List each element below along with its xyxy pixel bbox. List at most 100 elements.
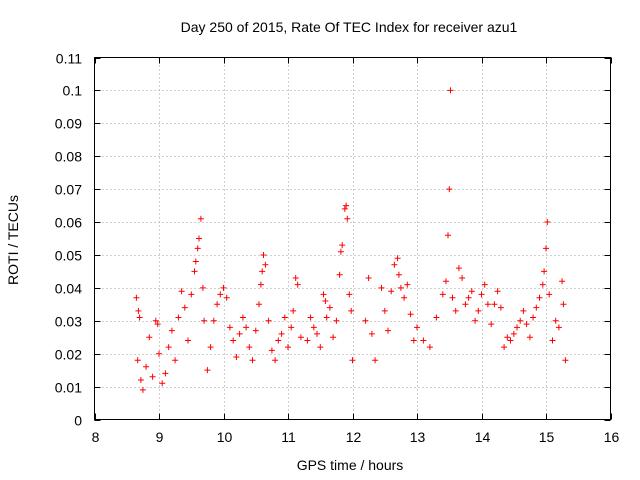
data-point xyxy=(447,87,454,94)
data-point xyxy=(288,324,295,331)
data-point xyxy=(420,337,427,344)
data-point xyxy=(397,284,404,291)
data-point xyxy=(459,275,466,281)
data-point xyxy=(445,232,451,239)
data-point xyxy=(191,268,198,275)
data-point xyxy=(365,275,372,281)
data-point xyxy=(514,324,520,331)
data-point xyxy=(475,307,482,314)
data-point xyxy=(478,291,485,298)
data-point xyxy=(337,248,344,255)
data-point xyxy=(491,301,498,308)
data-point xyxy=(539,281,546,288)
data-point xyxy=(541,268,548,275)
data-point xyxy=(285,344,291,351)
data-point xyxy=(401,294,408,301)
data-point xyxy=(395,271,402,278)
data-point xyxy=(233,354,240,360)
data-point xyxy=(210,317,217,324)
data-point xyxy=(544,219,551,225)
y-tick-label: 0.01 xyxy=(55,380,82,396)
data-point xyxy=(172,357,179,364)
chart-title: Day 250 of 2015, Rate Of TEC Index for r… xyxy=(181,19,518,35)
data-point xyxy=(530,314,537,321)
data-point xyxy=(472,317,479,324)
data-point xyxy=(197,215,204,222)
data-point xyxy=(154,321,161,328)
data-point xyxy=(159,380,166,387)
x-tick-label: 15 xyxy=(539,429,555,445)
data-point xyxy=(462,301,469,308)
data-point xyxy=(149,373,156,380)
data-point xyxy=(262,261,269,268)
data-point xyxy=(559,278,566,285)
data-point xyxy=(281,314,288,321)
data-point xyxy=(290,307,297,314)
y-tick-label: 0.06 xyxy=(55,215,82,231)
data-point xyxy=(504,334,511,341)
y-tick-label: 0.04 xyxy=(55,281,82,297)
data-point xyxy=(562,357,569,364)
data-point xyxy=(523,321,530,328)
data-point xyxy=(446,186,453,193)
data-point xyxy=(343,202,350,209)
data-point xyxy=(378,284,385,291)
data-point xyxy=(484,301,491,308)
data-point xyxy=(178,288,185,295)
y-tick-label: 0.11 xyxy=(56,51,82,67)
x-axis-label: GPS time / hours xyxy=(297,457,404,473)
data-point xyxy=(137,377,144,383)
data-point xyxy=(468,288,475,295)
data-point xyxy=(236,330,243,337)
data-point xyxy=(220,284,227,291)
data-point xyxy=(260,252,267,258)
y-tick-label: 0.08 xyxy=(55,149,82,165)
data-point xyxy=(510,330,517,337)
data-point xyxy=(156,350,162,357)
data-point xyxy=(410,337,417,344)
data-point xyxy=(348,307,355,314)
y-tick-label: 0.1 xyxy=(63,83,83,99)
y-tick-label: 0.03 xyxy=(55,314,82,330)
plot-frame xyxy=(94,57,611,420)
data-point xyxy=(162,370,169,377)
data-point xyxy=(223,294,230,301)
data-point xyxy=(204,367,211,374)
data-point xyxy=(175,314,182,321)
data-point xyxy=(455,265,462,272)
data-point xyxy=(194,245,201,252)
data-point xyxy=(497,304,504,311)
data-point xyxy=(330,334,337,341)
data-point xyxy=(192,258,199,265)
data-point xyxy=(226,324,233,331)
data-point xyxy=(368,330,375,337)
data-point xyxy=(517,317,524,324)
data-point xyxy=(188,291,195,298)
data-point xyxy=(165,344,172,351)
x-tick-label: 13 xyxy=(410,429,426,445)
data-point xyxy=(246,344,253,351)
data-point xyxy=(381,307,388,314)
data-point xyxy=(259,268,266,275)
data-point xyxy=(526,334,533,341)
data-point xyxy=(317,344,324,351)
data-point xyxy=(481,281,488,288)
points-layer xyxy=(133,87,569,393)
data-point xyxy=(256,301,262,308)
data-point xyxy=(391,261,398,268)
data-point xyxy=(443,278,449,285)
y-tick-label: 0 xyxy=(74,413,82,429)
data-point xyxy=(339,242,346,249)
data-point xyxy=(314,330,320,337)
data-point xyxy=(388,288,395,295)
data-point xyxy=(552,317,559,324)
data-point xyxy=(185,337,191,344)
data-point xyxy=(217,291,224,298)
grid-layer xyxy=(94,57,611,420)
data-point xyxy=(333,317,340,324)
labels-layer: 8 9 10 11 12 13 14 15 16 0 0.01 0.02 0.03 0.04 0.05 0.0… xyxy=(55,51,620,446)
y-tick-label: 0.05 xyxy=(55,248,82,264)
data-point xyxy=(320,291,327,298)
data-point xyxy=(294,281,301,288)
